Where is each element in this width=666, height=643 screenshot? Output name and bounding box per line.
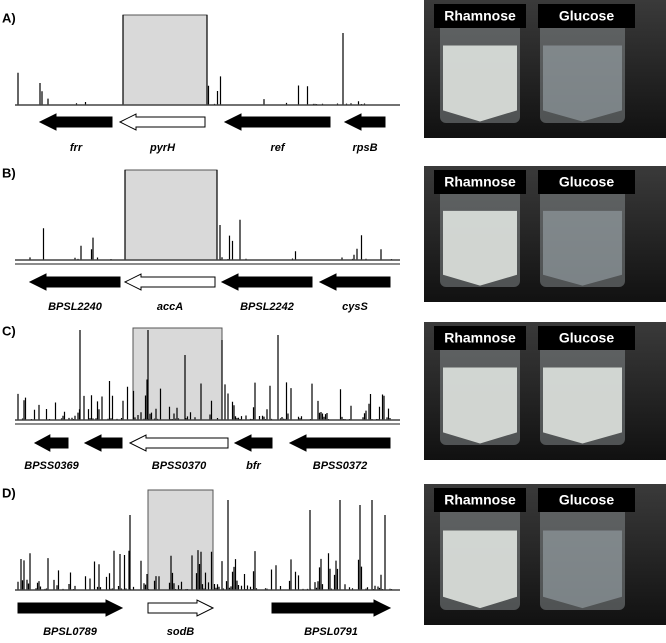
gene-label: bfr: [246, 460, 261, 472]
gene-label: pyrH: [149, 142, 176, 154]
condition-label: Glucose: [559, 174, 614, 190]
liquid: [543, 45, 622, 122]
condition-label: Rhamnose: [444, 8, 516, 24]
shaded-region: [124, 169, 218, 261]
gene-label: sodB: [167, 626, 195, 638]
label-box: [538, 4, 635, 28]
panel: A) frr pyrH ref rpsB Rhamnose Glucose: [2, 0, 666, 154]
gene-arrow: [83, 434, 123, 452]
gene-label: BPSS0369: [24, 460, 79, 472]
shaded-region: [147, 489, 214, 591]
condition-label: Rhamnose: [444, 174, 516, 190]
label-box: [434, 170, 526, 194]
gene-arrow: [33, 434, 69, 452]
liquid: [443, 45, 517, 122]
condition-label: Glucose: [559, 492, 614, 508]
condition-label: Rhamnose: [444, 492, 516, 508]
gene-label: ref: [270, 142, 285, 154]
gene-arrow: [288, 434, 391, 452]
gene-arrow: [128, 434, 229, 452]
gene-label: BPSL0791: [304, 626, 358, 638]
gene-arrow: [223, 113, 331, 131]
liquid: [543, 210, 622, 286]
condition-label: Rhamnose: [444, 330, 516, 346]
label-box: [434, 326, 526, 350]
gene-label: frr: [70, 142, 83, 154]
gene-arrow: [118, 113, 206, 131]
label-box: [538, 488, 635, 512]
shaded-region: [132, 327, 223, 421]
gene-label: BPSL0789: [43, 626, 98, 638]
gene-arrow: [343, 113, 386, 131]
gene-label: cysS: [342, 301, 368, 313]
liquid: [443, 367, 517, 444]
shaded-region: [122, 14, 208, 106]
panel: B) BPSL2240 accA BPSL2242 cysS Rhamnose Glucos…: [2, 165, 666, 313]
panel: C) BPSS0369 BPSS0370 bfr BPSS0372 Rhamnose Glu…: [2, 322, 666, 472]
gene-label: rpsB: [352, 142, 377, 154]
panel-label: B): [2, 165, 16, 180]
liquid: [543, 530, 622, 609]
gene-arrow: [318, 273, 391, 291]
liquid: [543, 367, 622, 444]
gene-label: BPSL2240: [48, 301, 103, 313]
liquid: [443, 530, 517, 609]
condition-label: Glucose: [559, 8, 614, 24]
gene-arrow: [233, 434, 273, 452]
gene-label: BPSS0370: [152, 460, 207, 472]
liquid: [443, 210, 517, 286]
gene-arrow: [28, 273, 121, 291]
gene-label: BPSL2242: [240, 301, 294, 313]
gene-arrow: [123, 273, 216, 291]
gene-arrow: [220, 273, 313, 291]
label-box: [434, 4, 526, 28]
gene-label: BPSS0372: [313, 460, 367, 472]
label-box: [434, 488, 526, 512]
panel-label: D): [2, 485, 16, 500]
gene-arrow: [147, 599, 215, 617]
gene-arrow: [17, 599, 124, 617]
condition-label: Glucose: [559, 330, 614, 346]
panel-label: C): [2, 323, 16, 338]
gene-label: accA: [157, 301, 183, 313]
gene-arrow: [38, 113, 113, 131]
panel: D) BPSL0789 sodB BPSL0791 Rhamnose Glucose: [2, 484, 666, 638]
label-box: [538, 170, 635, 194]
panel-label: A): [2, 10, 16, 25]
label-box: [538, 326, 635, 350]
gene-arrow: [271, 599, 392, 617]
